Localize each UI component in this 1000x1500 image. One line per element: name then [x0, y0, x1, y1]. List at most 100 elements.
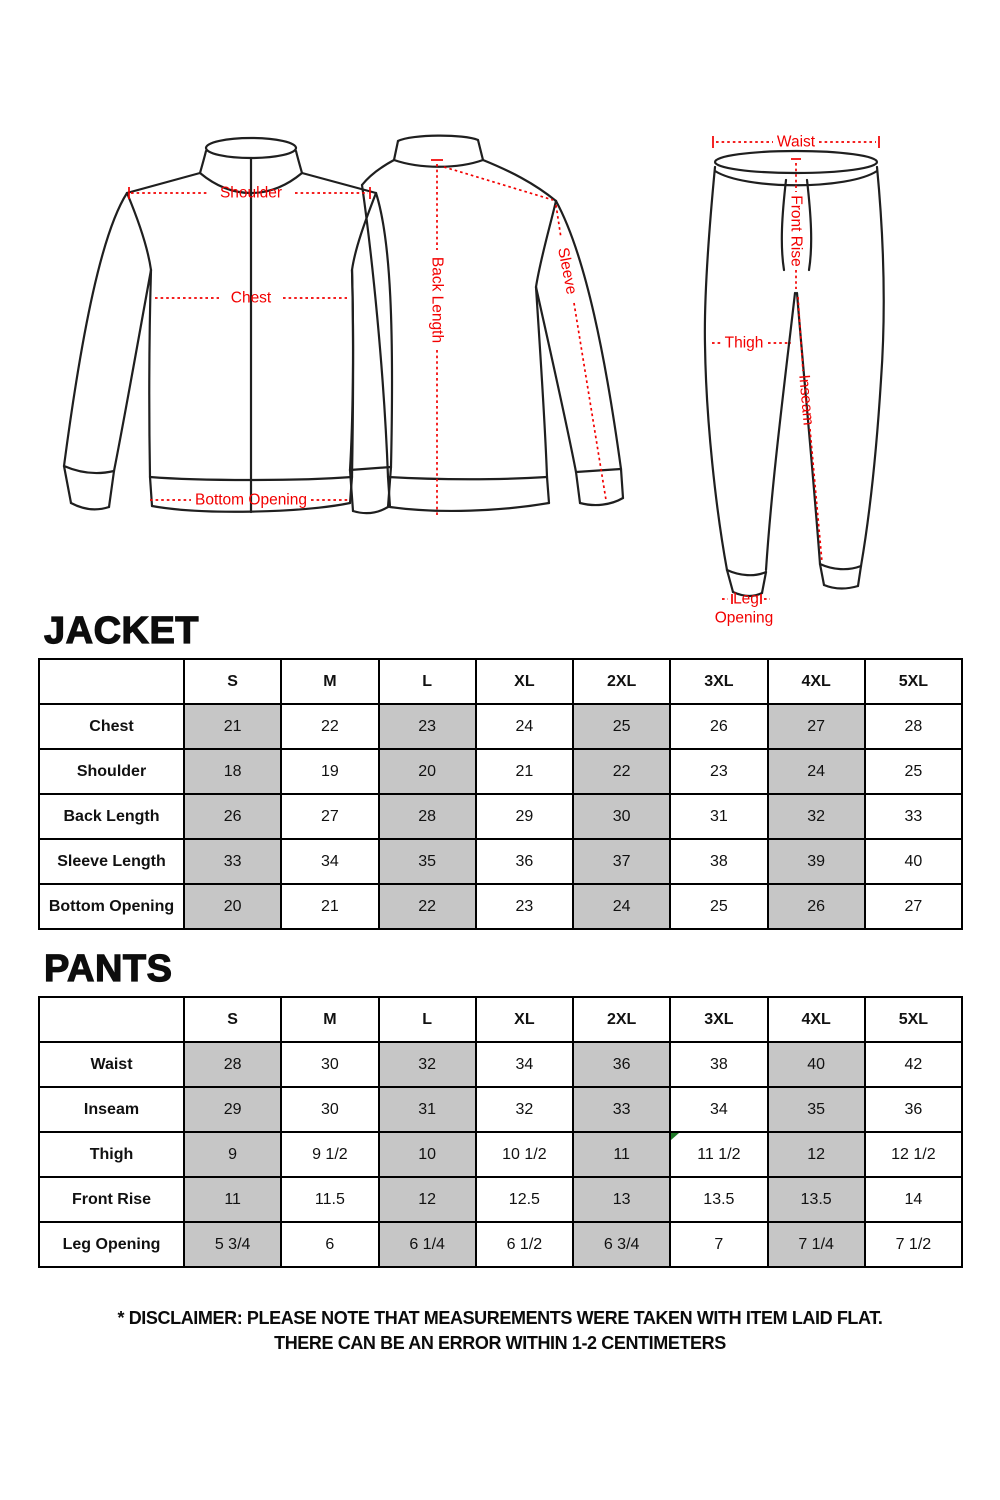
table-row: Waist 28 30 32 34 36 38 40 42 [38, 1041, 964, 1088]
table-row: Leg Opening 5 3/4 6 6 1/4 6 1/2 6 3/4 7 7 1/4 7 … [38, 1221, 964, 1268]
size-cell: 38 [669, 838, 769, 885]
size-cell: 24 [474, 703, 575, 750]
row-label: Front Rise [38, 1176, 185, 1223]
size-column-header: 4XL [766, 996, 866, 1043]
size-cell: 12 [377, 1176, 477, 1223]
size-cell: 19 [280, 748, 380, 795]
disclaimer: * DISCLAIMER: PLEASE NOTE THAT MEASUREME… [0, 1306, 1000, 1356]
pants-size-table: S M L XL 2XL 3XL 4XL 5XL Waist 28 30 32 34 36 38 40 42 In… [38, 996, 964, 1268]
sleeve-measure-line: Sleeve [443, 166, 607, 501]
waist-label: Waist [777, 134, 816, 151]
size-cell: 32 [377, 1041, 477, 1088]
size-cell: 32 [474, 1086, 575, 1133]
size-cell: 18 [182, 748, 283, 795]
size-cell: 22 [280, 703, 380, 750]
size-cell: 11 1/2 [669, 1131, 769, 1178]
size-cell: 25 [863, 748, 964, 795]
size-cell: 34 [669, 1086, 769, 1133]
size-cell: 21 [182, 703, 283, 750]
row-label: Inseam [38, 1086, 185, 1133]
size-cell: 5 3/4 [182, 1221, 283, 1268]
size-cell: 11 [182, 1176, 283, 1223]
size-cell: 9 [182, 1131, 283, 1178]
size-cell: 25 [571, 703, 672, 750]
inseam-label: Inseam [795, 374, 816, 426]
size-cell: 12 1/2 [863, 1131, 964, 1178]
size-cell: 31 [377, 1086, 477, 1133]
size-cell: 14 [863, 1176, 964, 1223]
size-cell: 27 [863, 883, 964, 930]
size-column-header: S [182, 996, 283, 1043]
sleeve-label: Sleeve [554, 246, 580, 296]
size-cell: 36 [571, 1041, 672, 1088]
size-cell: 6 [280, 1221, 380, 1268]
size-cell: 26 [766, 883, 866, 930]
size-column-header: S [182, 658, 283, 705]
size-column-header: L [377, 996, 477, 1043]
size-cell: 40 [863, 838, 964, 885]
size-cell: 13 [571, 1176, 672, 1223]
leg-opening-measure-label: Leg Opening [715, 591, 774, 627]
size-column-header: M [280, 996, 380, 1043]
size-cell: 24 [571, 883, 672, 930]
size-column-header: XL [474, 658, 575, 705]
row-label: Sleeve Length [38, 838, 185, 885]
size-column-header: 4XL [766, 658, 866, 705]
table-row: Bottom Opening 20 21 22 23 24 25 26 27 [38, 883, 964, 930]
front-rise-measure-line: Front Rise [788, 158, 805, 289]
shoulder-measure-line: Shoulder [128, 185, 371, 202]
size-cell: 24 [766, 748, 866, 795]
chest-label: Chest [231, 290, 272, 307]
header-row: S M L XL 2XL 3XL 4XL 5XL [38, 658, 964, 705]
size-cell: 7 [669, 1221, 769, 1268]
table-row: Back Length 26 27 28 29 30 31 32 33 [38, 793, 964, 840]
size-column-header: XL [474, 996, 575, 1043]
front-rise-label: Front Rise [788, 195, 805, 267]
size-cell: 27 [766, 703, 866, 750]
corner-cell [38, 658, 185, 705]
size-column-header: 2XL [571, 996, 672, 1043]
size-cell: 32 [766, 793, 866, 840]
header-row: S M L XL 2XL 3XL 4XL 5XL [38, 996, 964, 1043]
chest-measure-line: Chest [155, 290, 347, 307]
disclaimer-line2: THERE CAN BE AN ERROR WITHIN 1-2 CENTIME… [274, 1333, 726, 1353]
size-cell: 34 [280, 838, 380, 885]
size-cell: 35 [377, 838, 477, 885]
size-cell: 13.5 [766, 1176, 866, 1223]
size-cell: 38 [669, 1041, 769, 1088]
row-label: Bottom Opening [38, 883, 185, 930]
row-label: Leg Opening [38, 1221, 185, 1268]
green-triangle-artifact [671, 1133, 679, 1140]
jacket-size-table: S M L XL 2XL 3XL 4XL 5XL Chest 21 22 23 24 25 26 27 28 Sh… [38, 658, 964, 930]
size-cell: 26 [669, 703, 769, 750]
size-column-header: M [280, 658, 380, 705]
size-cell: 23 [669, 748, 769, 795]
size-cell: 39 [766, 838, 866, 885]
inseam-measure-line: Inseam [795, 296, 823, 563]
size-cell: 12.5 [474, 1176, 575, 1223]
row-label: Waist [38, 1041, 185, 1088]
size-cell: 20 [182, 883, 283, 930]
disclaimer-line1: * DISCLAIMER: PLEASE NOTE THAT MEASUREME… [117, 1308, 883, 1328]
size-cell: 36 [863, 1086, 964, 1133]
leg-opening-label-line1: Leg [733, 591, 759, 608]
size-cell: 35 [766, 1086, 866, 1133]
size-cell: 37 [571, 838, 672, 885]
jacket-section-title: JACKET [43, 610, 200, 652]
size-cell: 26 [182, 793, 283, 840]
size-cell: 12 [766, 1131, 866, 1178]
size-cell: 7 1/2 [863, 1221, 964, 1268]
size-column-header: 3XL [669, 658, 769, 705]
bottom-opening-measure-line: Bottom Opening [150, 492, 350, 509]
bottom-opening-label: Bottom Opening [195, 492, 307, 509]
size-cell: 11 [571, 1131, 672, 1178]
size-cell: 42 [863, 1041, 964, 1088]
size-cell: 29 [474, 793, 575, 840]
size-cell: 23 [474, 883, 575, 930]
table-row: Sleeve Length 33 34 35 36 37 38 39 40 [38, 838, 964, 885]
row-label: Shoulder [38, 748, 185, 795]
size-cell: 29 [182, 1086, 283, 1133]
size-column-header: L [377, 658, 477, 705]
back-length-label: Back Length [429, 257, 446, 343]
